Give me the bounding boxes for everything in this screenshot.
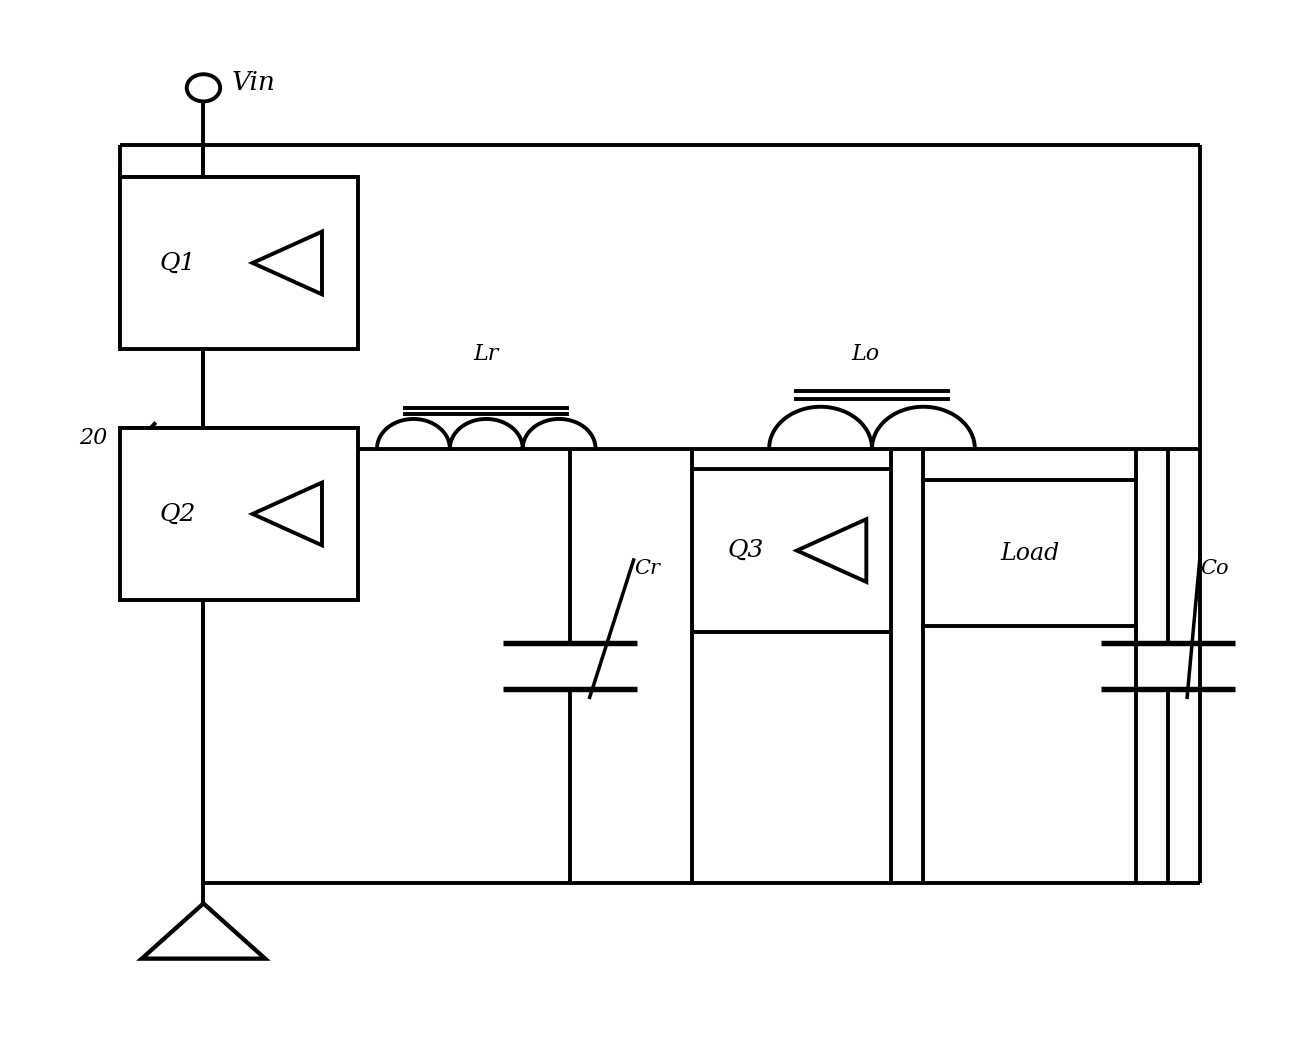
Text: Q3: Q3: [727, 539, 765, 562]
Bar: [692, 469, 892, 631]
Text: Q1: Q1: [159, 252, 195, 274]
Text: Load: Load: [1000, 542, 1058, 565]
Bar: [120, 428, 357, 600]
Bar: [120, 177, 357, 349]
Bar: [924, 480, 1136, 626]
Text: 20: 20: [79, 427, 107, 449]
Text: Lr: Lr: [474, 343, 499, 365]
Text: Lo: Lo: [851, 343, 880, 365]
Text: Cr: Cr: [634, 560, 660, 579]
Text: Q2: Q2: [159, 503, 195, 526]
Text: Co: Co: [1200, 560, 1228, 579]
Text: Vin: Vin: [232, 71, 276, 95]
